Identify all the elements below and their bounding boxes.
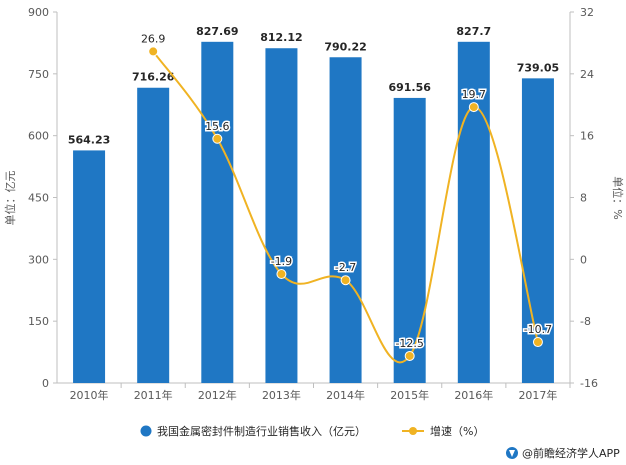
growth-point <box>212 133 223 144</box>
legend-line-label: 增速（%） <box>430 424 484 438</box>
legend: 我国金属密封件制造行业销售收入（亿元） 增速（%） <box>140 424 484 438</box>
bar <box>329 57 362 383</box>
growth-data-label: -1.9 <box>271 255 292 268</box>
y-left-tick-label: 150 <box>28 315 49 328</box>
x-tick-label: 2015年 <box>390 388 429 402</box>
bar <box>265 48 298 384</box>
growth-point <box>468 102 479 113</box>
y-left-tick-label: 750 <box>28 68 49 81</box>
legend-bar-marker <box>140 425 152 437</box>
qianzhan-logo-icon <box>506 447 518 459</box>
bar <box>393 97 426 384</box>
bar <box>457 41 490 384</box>
x-tick-label: 2016年 <box>454 388 493 402</box>
bar-data-label: 739.05 <box>517 61 559 74</box>
y-left-tick-label: 900 <box>28 6 49 19</box>
y-left-tick-label: 600 <box>28 130 49 143</box>
bar-data-label: 812.12 <box>260 31 302 44</box>
y-right-tick-label: 32 <box>580 6 594 19</box>
growth-data-label: 19.7 <box>462 88 487 101</box>
x-tick-label: 2017年 <box>518 388 557 402</box>
growth-line <box>152 50 539 364</box>
x-tick-label: 2010年 <box>70 388 109 402</box>
growth-point <box>340 275 351 286</box>
x-tick-label: 2013年 <box>262 388 301 402</box>
growth-point <box>148 46 159 57</box>
bar <box>201 41 234 383</box>
bar-data-label: 827.7 <box>456 25 491 38</box>
bar-data-label: 827.69 <box>196 25 238 38</box>
source-attribution: @前瞻经济学人APP <box>506 446 620 460</box>
y-axis-right-label: 单位：% <box>611 176 625 219</box>
growth-point <box>276 269 287 280</box>
bar <box>73 150 106 383</box>
growth-data-label: -10.7 <box>524 323 552 336</box>
y-right-tick-label: 24 <box>580 68 594 81</box>
legend-bar-label: 我国金属密封件制造行业销售收入（亿元） <box>157 424 366 438</box>
y-right-tick-label: 8 <box>580 192 587 205</box>
bar-data-label: 790.22 <box>324 40 366 53</box>
growth-data-label: -2.7 <box>335 261 356 274</box>
y-right-tick-label: 16 <box>580 130 594 143</box>
growth-data-label: 26.9 <box>141 32 166 45</box>
growth-data-label: 15.6 <box>205 120 230 133</box>
growth-point <box>404 350 415 361</box>
y-right-tick-label: 0 <box>580 253 587 266</box>
right-axis: -16 -8 0 8 16 24 32 单位：% <box>569 6 625 390</box>
x-tick-label: 2012年 <box>198 388 237 402</box>
y-left-tick-label: 300 <box>28 253 49 266</box>
legend-line-dot <box>409 427 417 435</box>
left-axis: 0 150 300 450 600 750 900 单位：亿元 <box>3 6 58 390</box>
x-tick-label: 2014年 <box>326 388 365 402</box>
y-left-tick-label: 450 <box>28 192 49 205</box>
bar-data-label: 564.23 <box>68 133 110 146</box>
y-axis-left-label: 单位：亿元 <box>3 171 17 226</box>
x-tick-label: 2011年 <box>134 388 173 402</box>
growth-point <box>532 337 543 348</box>
bar-data-label: 691.56 <box>388 81 431 94</box>
bar <box>521 78 554 383</box>
growth-data-label: -12.5 <box>395 337 423 350</box>
y-left-tick-label: 0 <box>42 377 49 390</box>
y-right-tick-label: -8 <box>580 315 591 328</box>
bar <box>137 87 170 384</box>
source-text: @前瞻经济学人APP <box>522 446 620 460</box>
y-right-tick-label: -16 <box>580 377 598 390</box>
bar-data-label: 716.26 <box>132 71 175 84</box>
